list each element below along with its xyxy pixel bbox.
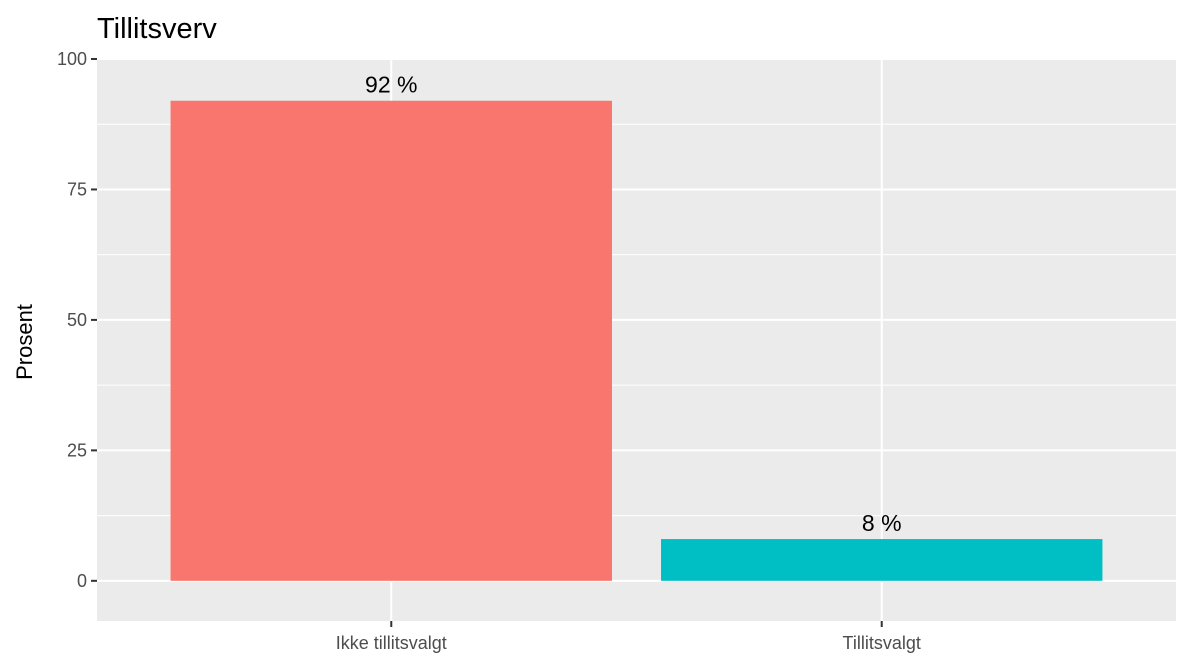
y-tick-label: 50 — [67, 310, 87, 330]
data-label: 8 % — [862, 510, 902, 536]
y-tick-label: 75 — [67, 179, 87, 199]
y-tick-label: 0 — [77, 571, 87, 591]
data-label: 92 % — [365, 72, 417, 98]
y-tick-label: 25 — [67, 440, 87, 460]
x-tick-label: Ikke tillitsvalgt — [336, 633, 447, 653]
x-tick-label: Tillitsvalgt — [843, 633, 921, 653]
chart-title: Tillitsverv — [97, 13, 217, 45]
y-axis-label: Prosent — [12, 304, 37, 380]
bar — [661, 539, 1103, 581]
bar — [170, 100, 612, 581]
x-axis: Ikke tillitsvalgt Tillitsvalgt — [336, 621, 921, 653]
data-labels: 92 % 8 % — [365, 72, 901, 536]
y-axis: 0 25 50 75 100 — [57, 49, 97, 591]
y-tick-label: 100 — [57, 49, 87, 69]
bars — [170, 100, 1103, 581]
